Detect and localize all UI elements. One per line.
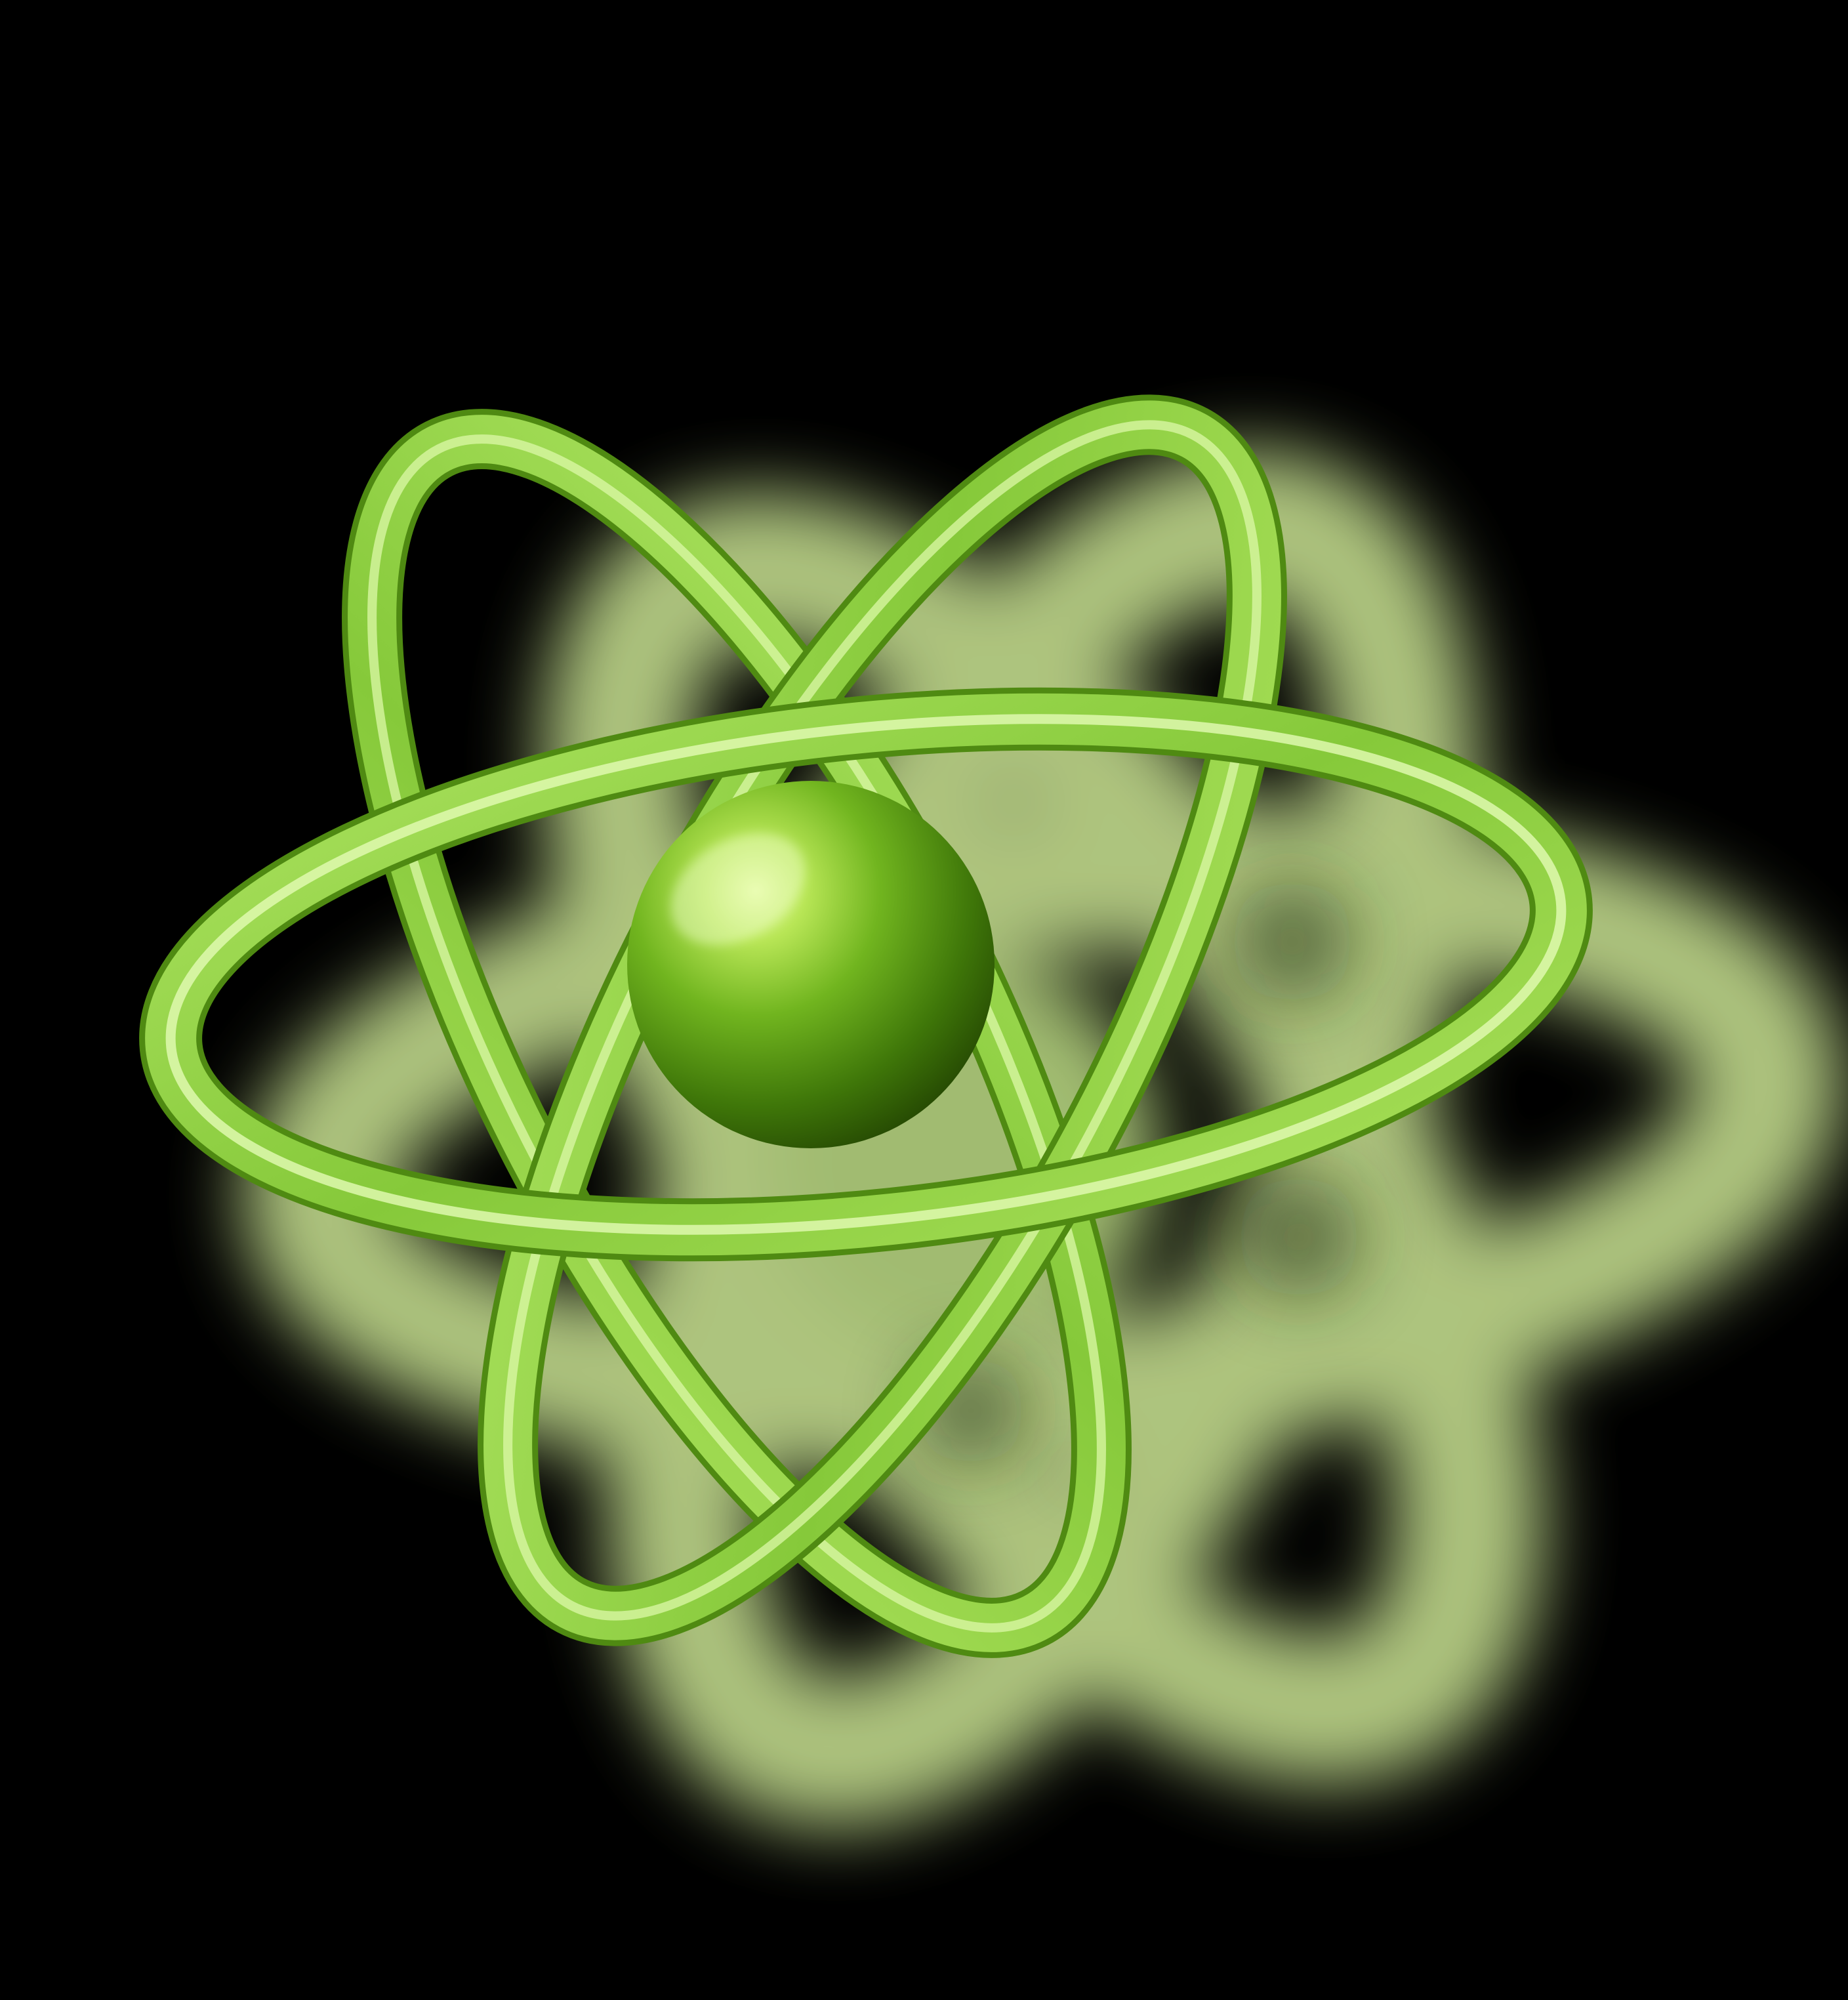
orbit-ring-horizontal: [139, 687, 1593, 1262]
nucleus-highlight: [670, 833, 806, 946]
orbit-rings: [139, 394, 1593, 1658]
nucleus: [627, 781, 995, 1148]
nucleus-sphere: [627, 781, 995, 1148]
